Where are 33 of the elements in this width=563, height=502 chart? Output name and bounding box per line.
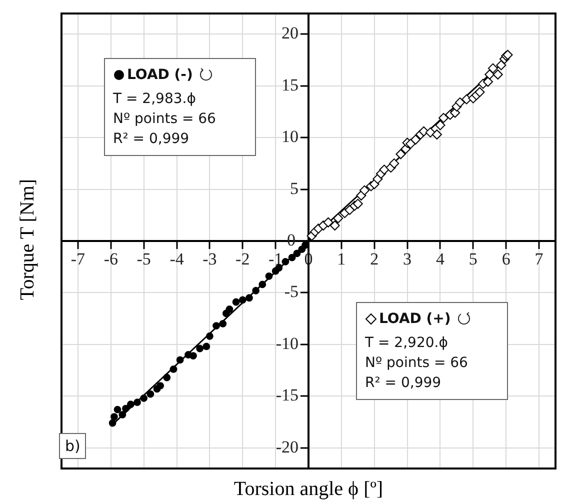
x-tick-label: -2 [236,250,250,269]
y-tick-label: -15 [276,386,298,405]
x-tick-label: 7 [534,250,544,269]
x-tick-label: 3 [403,250,412,269]
y-tick-label: 15 [282,75,298,94]
y-tick-label: 5 [290,178,298,198]
x-tick-label: -1 [268,250,283,269]
y-tick-label: -20 [276,437,298,456]
x-tick-label: -4 [170,250,184,269]
annotation: Nº points = 66 [365,354,469,373]
y-tick-label: 20 [282,24,298,43]
label-box: b) [59,433,86,459]
x-tick-label: -5 [136,250,151,269]
legend-label: LOAD (-) [127,66,193,85]
x-tick-label: 2 [370,250,379,269]
legend-label: LOAD (+) [379,310,451,329]
y-tick-label: 10 [282,127,298,146]
x-tick-label: 1 [337,250,346,269]
x-tick-label: 4 [436,250,445,269]
y-tick-label: -10 [276,334,298,353]
annotation: T = 2,983.ϕ [113,90,197,109]
x-axis-title: Torsion angle ϕ [º] [232,478,384,501]
y-tick-label: -5 [284,282,298,302]
x-tick-label: -3 [202,250,217,269]
annotation: T = 2,920.ϕ [365,334,449,353]
y-axis-title: Torque T [Nm] [16,178,40,302]
x-tick-label: 6 [502,250,510,269]
x-tick-label: 5 [468,250,478,269]
x-tick-label: -6 [104,250,118,269]
annotation: R² = 0,999 [113,130,190,149]
annotation: R² = 0,999 [365,374,442,393]
annotation: Nº points = 66 [113,110,217,129]
x-tick-label: -7 [70,250,86,269]
